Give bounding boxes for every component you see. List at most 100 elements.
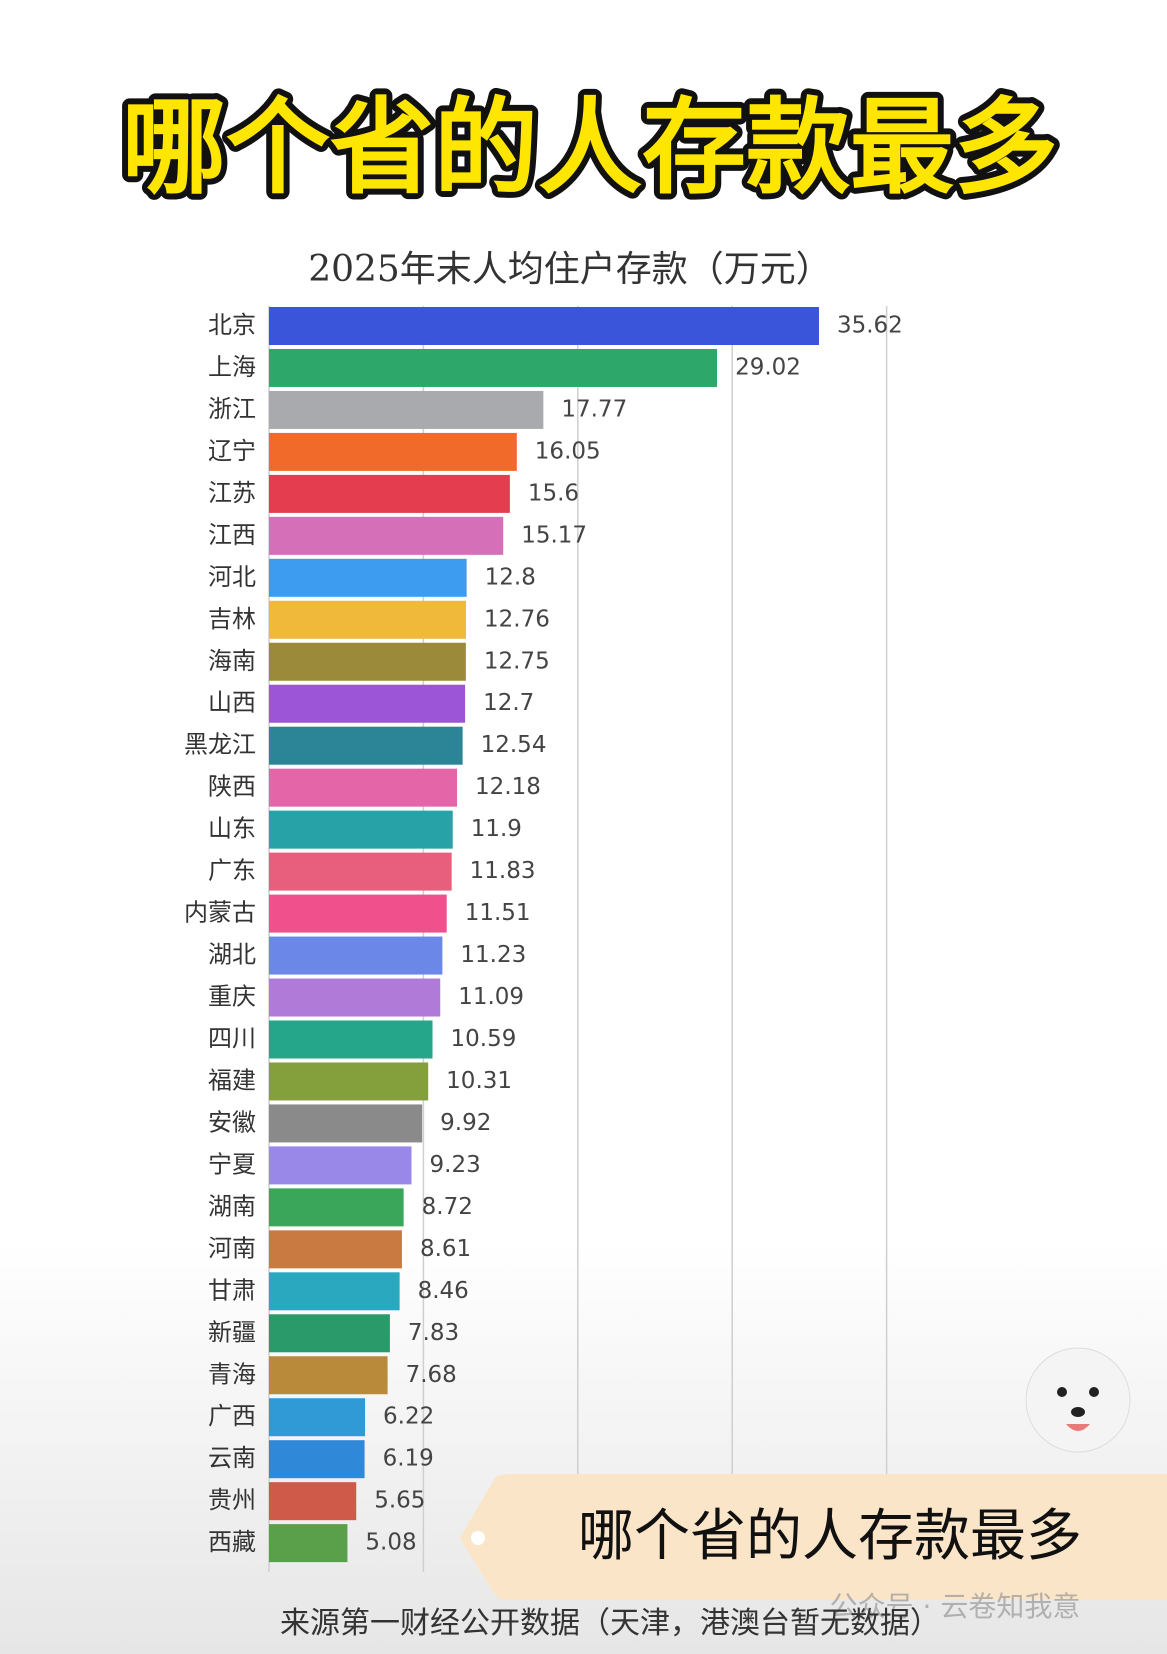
y-tick-label: 福建 [208, 1066, 256, 1094]
value-label: 8.72 [422, 1194, 473, 1220]
value-label: 17.77 [561, 396, 627, 422]
value-label: 8.61 [420, 1236, 471, 1262]
y-tick-label: 黑龙江 [184, 731, 256, 759]
value-label: 12.75 [484, 648, 550, 674]
bar [269, 1020, 433, 1059]
value-label: 29.02 [735, 354, 801, 380]
y-tick-label: 西藏 [208, 1528, 256, 1556]
bar [269, 1398, 366, 1437]
headline: 哪个省的人存款最多 [122, 86, 1058, 208]
bar [269, 810, 453, 849]
y-tick-label: 内蒙古 [184, 899, 256, 927]
bar [269, 1188, 404, 1227]
value-label: 9.92 [440, 1110, 491, 1136]
bar [269, 516, 504, 555]
y-tick-label: 云南 [208, 1444, 256, 1472]
value-label: 12.76 [484, 606, 550, 632]
chart-title: 2025年末人均住户存款（万元） [308, 249, 832, 290]
y-tick-label: 山东 [208, 815, 256, 843]
value-label: 12.8 [485, 564, 536, 590]
y-tick-label: 江苏 [208, 479, 256, 507]
bar [269, 1104, 423, 1143]
banner-dot [471, 1531, 485, 1545]
bar [269, 600, 467, 639]
bar [269, 642, 466, 681]
y-tick-label: 广东 [208, 857, 256, 885]
value-label: 7.83 [408, 1320, 459, 1346]
y-tick-label: 北京 [208, 311, 256, 339]
source-note: 来源第一财经公开数据（天津，港澳台暂无数据） [280, 1606, 940, 1641]
bar [269, 1230, 402, 1269]
y-tick-label: 浙江 [208, 395, 256, 423]
y-tick-label: 新疆 [208, 1318, 256, 1346]
bar [269, 1440, 365, 1479]
bar [269, 558, 467, 597]
y-tick-label: 四川 [208, 1024, 256, 1052]
y-tick-label: 上海 [208, 353, 256, 381]
y-tick-label: 河南 [208, 1234, 256, 1262]
value-label: 15.17 [521, 522, 587, 548]
bar [269, 978, 441, 1017]
bar [269, 726, 463, 765]
y-tick-label: 宁夏 [208, 1150, 256, 1178]
value-label: 35.62 [837, 313, 903, 339]
bar [269, 1272, 400, 1311]
value-label: 12.7 [483, 690, 534, 716]
value-label: 8.46 [418, 1278, 469, 1304]
y-tick-label: 重庆 [208, 983, 256, 1011]
value-label: 11.83 [470, 858, 536, 884]
value-label: 15.6 [528, 480, 579, 506]
value-label: 16.05 [535, 438, 601, 464]
bar [269, 1314, 390, 1353]
y-tick-label: 吉林 [208, 605, 256, 633]
bar [269, 474, 510, 513]
bar [269, 1482, 357, 1521]
bar [269, 1524, 348, 1563]
value-label: 12.18 [475, 774, 541, 800]
value-label: 6.19 [383, 1446, 434, 1472]
y-tick-label: 湖北 [208, 941, 256, 969]
y-tick-label: 辽宁 [208, 437, 256, 465]
bar [269, 684, 466, 723]
plot-area: 北京 35.62 上海 29.02 浙江 17.77 辽宁 16.05 江苏 15.6 江西 15.1… [184, 306, 903, 1572]
dog-icon [1025, 1347, 1131, 1453]
y-tick-label: 贵州 [208, 1486, 256, 1514]
y-tick-label: 甘肃 [208, 1276, 256, 1304]
bar [269, 936, 443, 975]
bar [269, 307, 819, 345]
value-label: 9.23 [430, 1152, 481, 1178]
value-label: 11.09 [458, 984, 524, 1010]
bar [269, 432, 517, 471]
value-label: 11.51 [465, 900, 531, 926]
watermark: 公众号 · 云卷知我意 [830, 1590, 1081, 1623]
y-tick-label: 陕西 [208, 773, 256, 801]
bar [269, 1356, 388, 1395]
y-tick-label: 山西 [208, 689, 256, 717]
value-label: 12.54 [481, 732, 547, 758]
bar [269, 1146, 412, 1185]
bar [269, 768, 458, 807]
y-tick-label: 湖南 [208, 1192, 256, 1220]
value-label: 5.65 [374, 1488, 425, 1514]
value-label: 5.08 [365, 1530, 416, 1556]
bar [269, 852, 452, 891]
banner-box [460, 1474, 1167, 1600]
y-tick-label: 江西 [208, 521, 256, 549]
bar [269, 1062, 429, 1101]
bar [269, 348, 718, 387]
value-label: 10.31 [446, 1068, 512, 1094]
bar [269, 390, 544, 429]
bar [269, 894, 447, 933]
value-label: 10.59 [451, 1026, 517, 1052]
y-tick-label: 河北 [208, 563, 256, 591]
banner-text: 哪个省的人存款最多 [578, 1504, 1082, 1569]
y-tick-label: 海南 [208, 647, 256, 675]
value-label: 11.23 [460, 942, 526, 968]
y-tick-label: 青海 [208, 1360, 256, 1388]
value-label: 6.22 [383, 1404, 434, 1430]
value-label: 7.68 [406, 1362, 457, 1388]
y-tick-label: 安徽 [208, 1108, 256, 1136]
